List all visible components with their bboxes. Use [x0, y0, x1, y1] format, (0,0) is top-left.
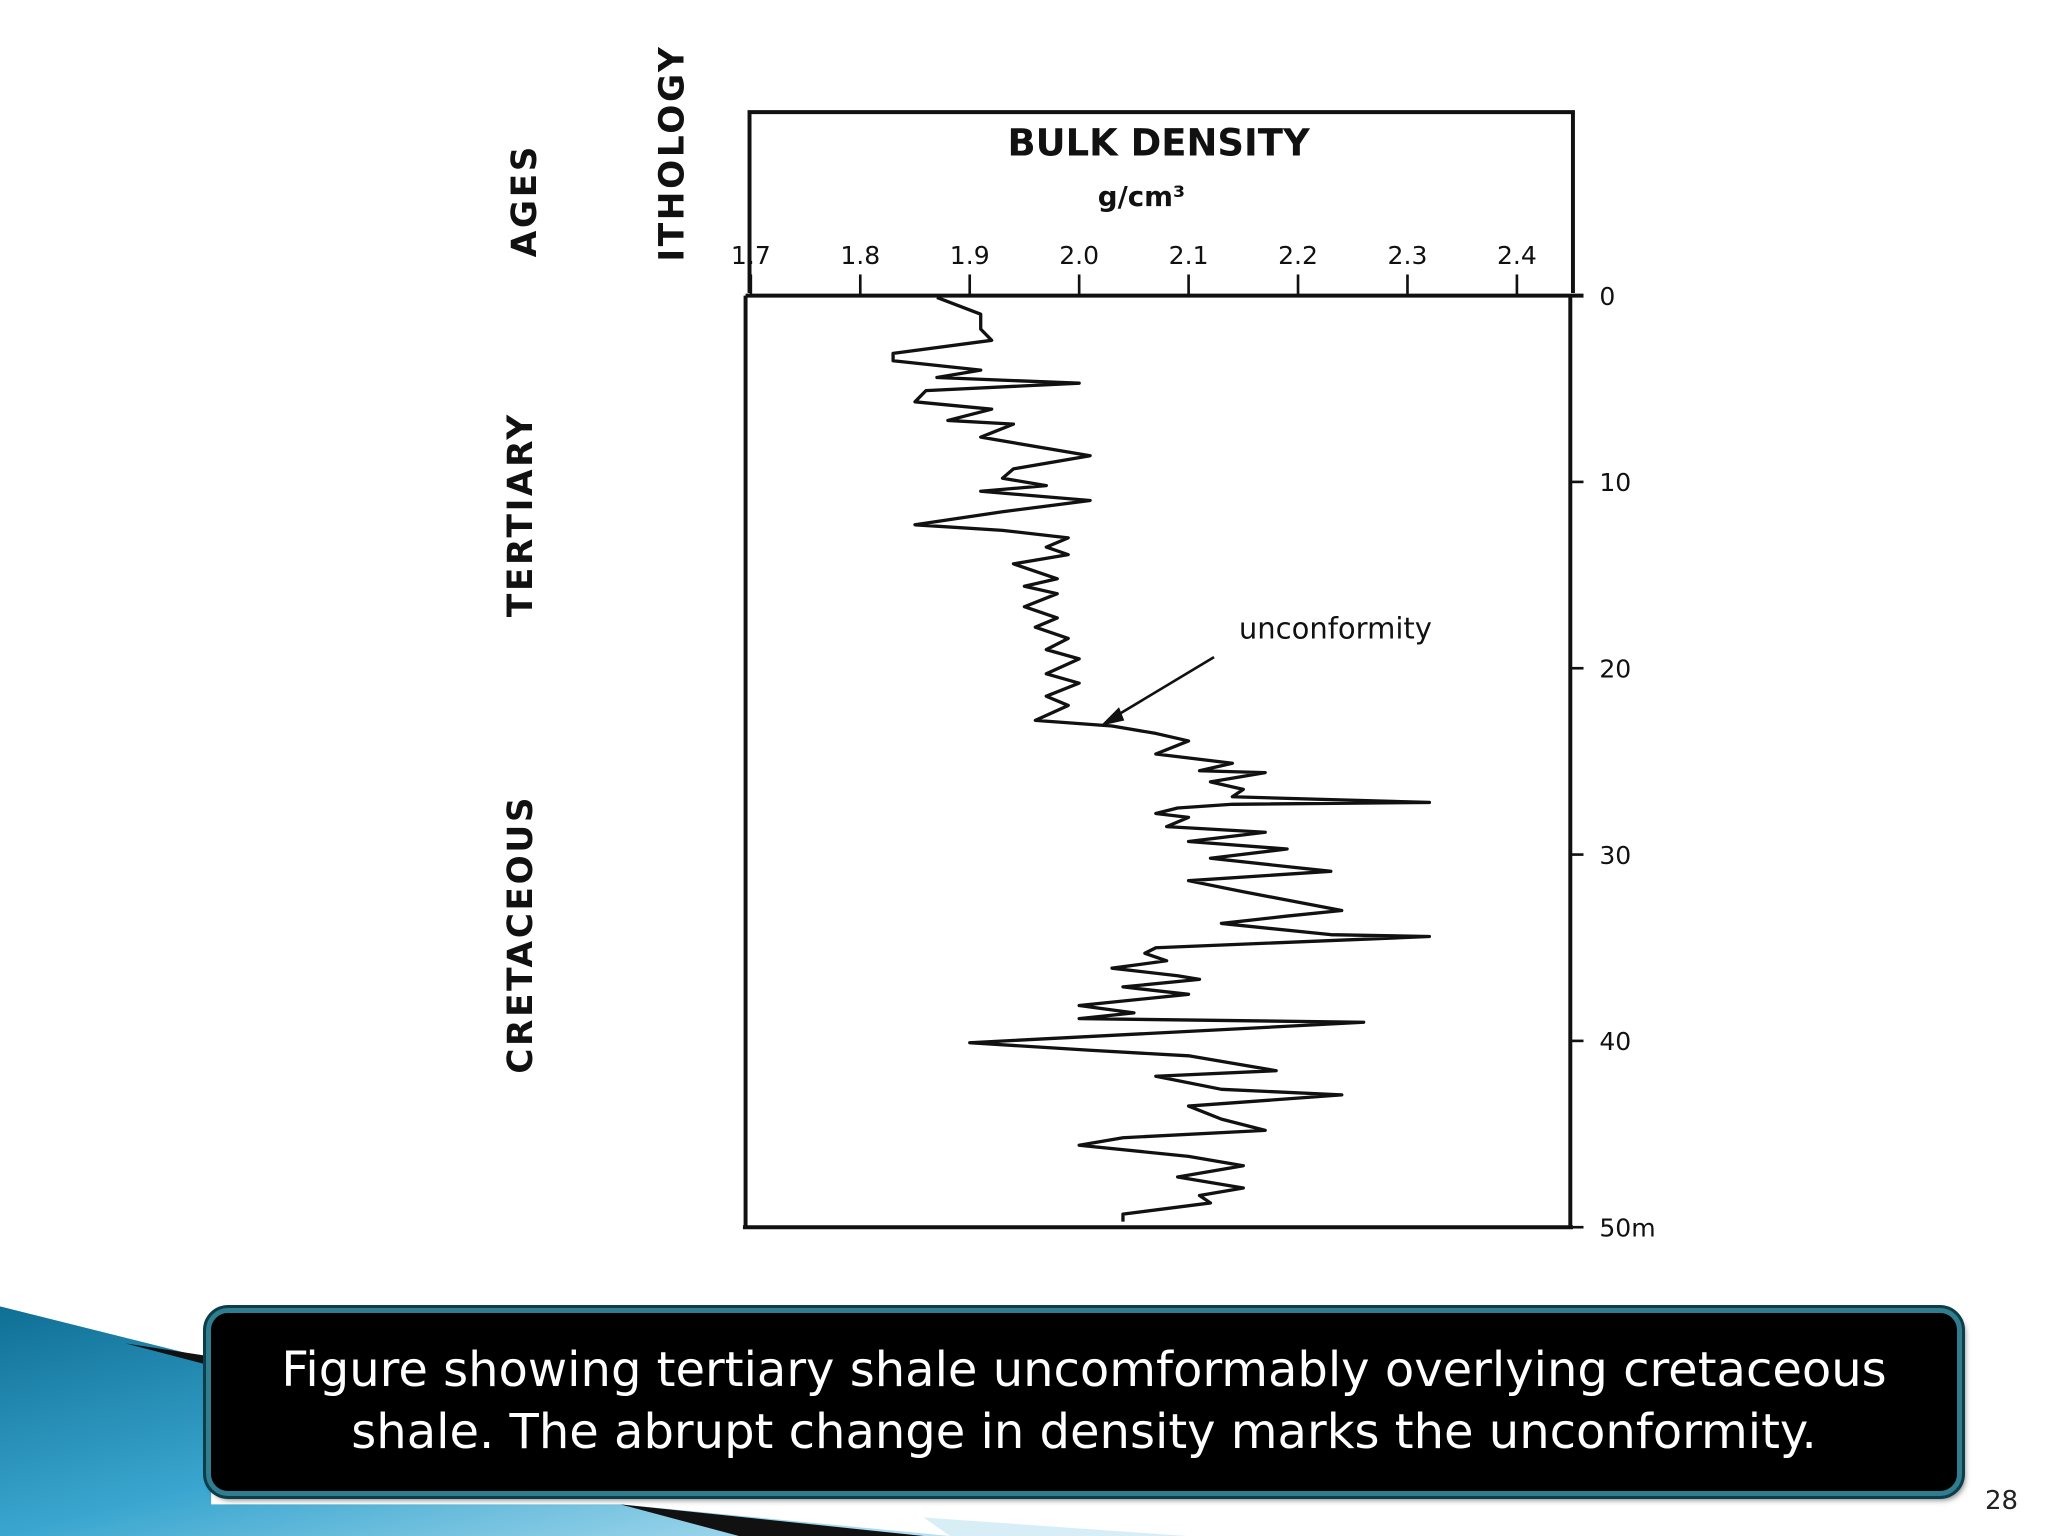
y-tick-label: 10 — [1599, 468, 1631, 497]
y-tick-label: 50m — [1599, 1213, 1655, 1242]
y-tick-label: 40 — [1599, 1027, 1631, 1056]
annotation: unconformity — [1239, 612, 1432, 646]
x-tick-label: 2.0 — [1059, 241, 1099, 270]
chart-frame — [742, 110, 1584, 1230]
arrow-head — [1100, 707, 1125, 726]
x-tick-label: 1.7 — [731, 241, 771, 270]
y-tick-label: 30 — [1599, 841, 1631, 870]
caption-box: Figure showing tertiary shale uncomforma… — [206, 1308, 1962, 1496]
x-tick-label: 1.8 — [840, 241, 880, 270]
x-tick-label: 2.3 — [1388, 241, 1428, 270]
annotation-arrow — [1107, 656, 1215, 722]
column-header: ITHOLOGY — [653, 44, 693, 261]
header-box — [747, 110, 1575, 293]
chart-title: BULK DENSITY — [1007, 122, 1311, 165]
x-tick-label: 2.4 — [1497, 241, 1537, 270]
age-label: TERTIARY — [501, 412, 541, 617]
x-axis-label: g/cm³ — [1098, 180, 1185, 213]
page-number: 28 — [1985, 1486, 2019, 1516]
decor-swoosh — [0, 1306, 951, 1536]
density-curve — [891, 295, 1432, 1222]
decor-stroke — [620, 1504, 924, 1536]
x-tick-label: 2.2 — [1278, 241, 1318, 270]
caption-line: shale. The abrupt change in density mark… — [351, 1404, 1817, 1460]
y-tick-label: 0 — [1599, 282, 1615, 311]
column-header: AGES — [505, 144, 545, 257]
x-tick-label: 1.9 — [950, 241, 990, 270]
y-tick-label: 20 — [1599, 654, 1631, 683]
age-label: CRETACEOUS — [501, 795, 541, 1074]
caption-line: Figure showing tertiary shale uncomforma… — [281, 1342, 1887, 1398]
x-tick-label: 2.1 — [1169, 241, 1209, 270]
decor-stroke — [125, 1343, 212, 1366]
decor-swoosh — [923, 1517, 1188, 1536]
